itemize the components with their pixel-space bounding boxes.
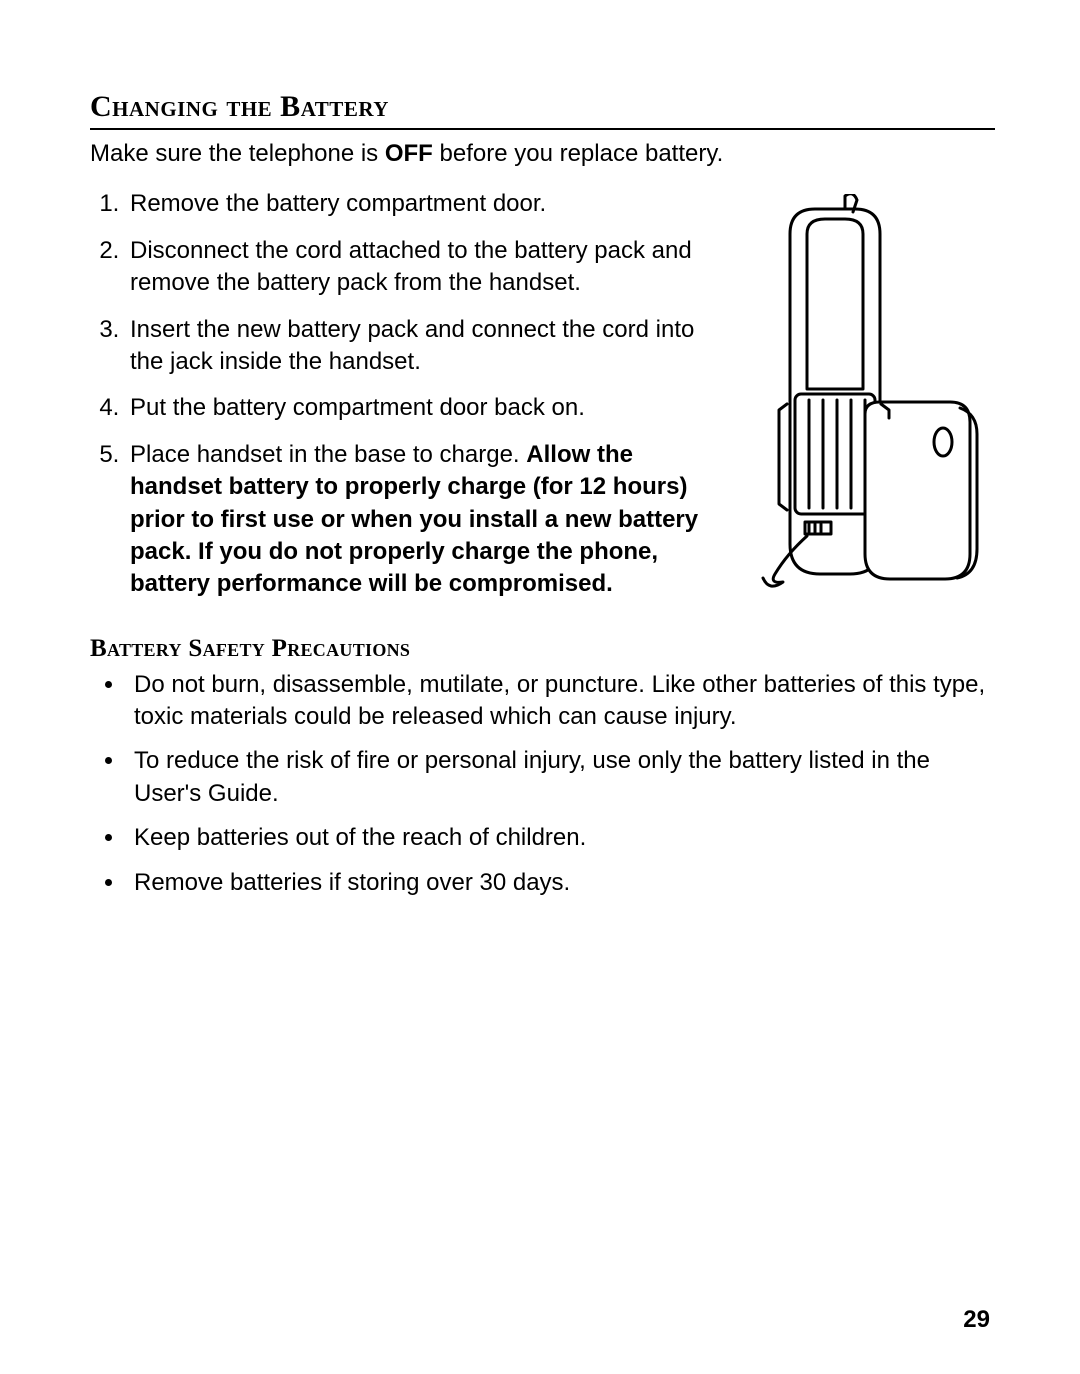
bullet-item: Remove batteries if storing over 30 days… — [126, 867, 995, 899]
bullet-text: Do not burn, disassemble, mutilate, or p… — [134, 671, 985, 730]
handset-illustration — [735, 188, 995, 594]
bullet-item: Do not burn, disassemble, mutilate, or p… — [126, 669, 995, 734]
step-item: Place handset in the base to charge. All… — [126, 439, 715, 601]
bullet-text: Remove batteries if storing over 30 days… — [134, 869, 570, 896]
step-prefix: Place handset in the base to charge. — [130, 441, 526, 468]
intro-bold: OFF — [385, 140, 433, 167]
step-item: Disconnect the cord attached to the batt… — [126, 235, 715, 300]
intro-suffix: before you replace battery. — [433, 140, 723, 167]
intro-prefix: Make sure the telephone is — [90, 140, 385, 167]
step-text: Insert the new battery pack and connect … — [130, 316, 694, 375]
step-text: Put the battery compartment door back on… — [130, 394, 585, 421]
handset-svg — [735, 194, 995, 594]
content-row: Remove the battery compartment door. Dis… — [90, 188, 995, 614]
subheading: Battery Safety Precautions — [90, 635, 995, 663]
step-text: Remove the battery compartment door. — [130, 190, 546, 217]
steps-column: Remove the battery compartment door. Dis… — [90, 188, 715, 614]
page-number: 29 — [963, 1306, 990, 1334]
bullet-item: To reduce the risk of fire or personal i… — [126, 745, 995, 810]
document-page: Changing the Battery Make sure the telep… — [0, 0, 1080, 1374]
bullet-text: Keep batteries out of the reach of child… — [134, 824, 586, 851]
step-item: Insert the new battery pack and connect … — [126, 314, 715, 379]
bullet-item: Keep batteries out of the reach of child… — [126, 822, 995, 854]
intro-paragraph: Make sure the telephone is OFF before yo… — [90, 138, 995, 170]
step-text: Disconnect the cord attached to the batt… — [130, 237, 692, 296]
steps-list: Remove the battery compartment door. Dis… — [90, 188, 715, 600]
bullet-list: Do not burn, disassemble, mutilate, or p… — [90, 669, 995, 899]
step-item: Remove the battery compartment door. — [126, 188, 715, 220]
section-title: Changing the Battery — [90, 90, 995, 130]
bullet-text: To reduce the risk of fire or personal i… — [134, 747, 930, 806]
step-item: Put the battery compartment door back on… — [126, 392, 715, 424]
